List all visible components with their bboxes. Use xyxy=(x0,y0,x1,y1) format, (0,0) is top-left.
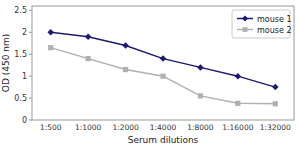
plot-frame xyxy=(32,6,294,120)
series-line xyxy=(51,48,276,104)
data-point xyxy=(235,101,240,106)
legend: mouse 1 mouse 2 xyxy=(232,10,291,38)
data-point xyxy=(160,55,167,62)
data-point xyxy=(197,64,204,71)
series xyxy=(48,45,278,106)
y-tick xyxy=(29,32,32,33)
legend-swatch-marker xyxy=(243,27,248,32)
x-tick-label: 1:1000 xyxy=(75,123,102,132)
legend-label: mouse 2 xyxy=(257,26,291,35)
y-tick-label: 1 xyxy=(22,72,27,81)
y-axis-label: OD (450 nm) xyxy=(1,34,11,92)
y-tick xyxy=(29,54,32,55)
data-point xyxy=(123,67,128,72)
y-tick-label: 0.5 xyxy=(14,94,27,103)
y-tick xyxy=(29,76,32,77)
data-point xyxy=(122,42,129,49)
y-tick-label: 0 xyxy=(22,116,27,125)
y-tick xyxy=(29,98,32,99)
legend-swatch-marker xyxy=(242,16,248,22)
data-point xyxy=(198,93,203,98)
plot-area xyxy=(47,29,278,106)
x-tick-label: 1:4000 xyxy=(150,123,177,132)
data-point xyxy=(85,33,92,40)
legend-label: mouse 1 xyxy=(257,15,291,24)
x-tick-label: 1:500 xyxy=(40,123,62,132)
x-tick-label: 1:8000 xyxy=(187,123,214,132)
data-point xyxy=(86,56,91,61)
y-tick xyxy=(29,10,32,11)
data-point xyxy=(235,73,242,80)
data-point xyxy=(273,101,278,106)
chart-container: 0 0.5 1 1.5 2 2.5 1:500 1:1000 1:2000 1:4000 1:800… xyxy=(0,0,300,146)
data-point xyxy=(47,29,54,36)
y-tick-label: 1.5 xyxy=(14,50,27,59)
x-tick-label: 1:2000 xyxy=(112,123,139,132)
y-tick-label: 2.5 xyxy=(14,6,27,15)
data-point xyxy=(160,74,165,79)
data-point xyxy=(48,45,53,50)
series-line xyxy=(51,32,276,87)
chart: 0 0.5 1 1.5 2 2.5 1:500 1:1000 1:2000 1:4000 1:800… xyxy=(0,0,300,146)
x-tick-label: 1:16000 xyxy=(222,123,253,132)
y-tick-label: 2 xyxy=(22,28,27,37)
y-tick xyxy=(29,120,32,121)
data-point xyxy=(272,84,279,91)
x-axis-label: Serum dilutions xyxy=(128,135,199,145)
x-tick-label: 1:32000 xyxy=(260,123,291,132)
